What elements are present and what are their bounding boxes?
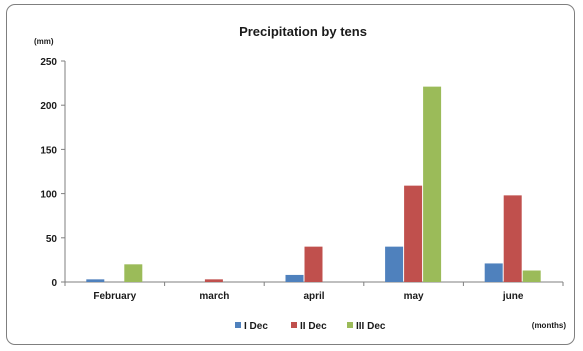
- y-tick-label: 100: [40, 190, 57, 201]
- legend: I Dec II Dec III Dec: [235, 321, 386, 332]
- bar: [124, 264, 143, 282]
- x-tick-label: February: [93, 291, 136, 302]
- x-tick-label: april: [303, 291, 324, 302]
- x-axis-unit: (months): [532, 321, 567, 330]
- bar: [484, 263, 503, 282]
- x-tick-label: june: [502, 291, 524, 302]
- legend-label: III Dec: [356, 321, 386, 332]
- legend-swatch: [347, 322, 353, 328]
- legend-swatch: [235, 322, 241, 328]
- y-tick-label: 50: [46, 234, 58, 245]
- y-tick-label: 150: [40, 145, 57, 156]
- bar: [86, 279, 105, 282]
- y-axis-unit: (mm): [34, 37, 54, 46]
- legend-swatch: [291, 322, 297, 328]
- bar: [503, 195, 522, 282]
- y-tick-label: 200: [40, 101, 57, 112]
- bars: [86, 86, 541, 282]
- bar: [404, 185, 423, 282]
- x-tick-label: march: [199, 291, 229, 302]
- y-tick-label: 0: [51, 278, 57, 289]
- bar: [304, 246, 323, 282]
- y-tick-label: 250: [40, 57, 57, 68]
- bar: [385, 246, 404, 282]
- bar: [522, 270, 541, 282]
- bar: [423, 86, 442, 282]
- bar: [285, 274, 304, 282]
- bar: [204, 279, 223, 282]
- chart-title: Precipitation by tens: [239, 24, 367, 39]
- x-tick-labels: February march april may june: [93, 291, 524, 302]
- y-tick-labels: 0 50 100 150 200 250: [40, 57, 57, 289]
- chart-frame: [6, 4, 575, 345]
- legend-label: I Dec: [244, 321, 268, 332]
- legend-label: II Dec: [300, 321, 327, 332]
- x-tick-label: may: [404, 291, 424, 302]
